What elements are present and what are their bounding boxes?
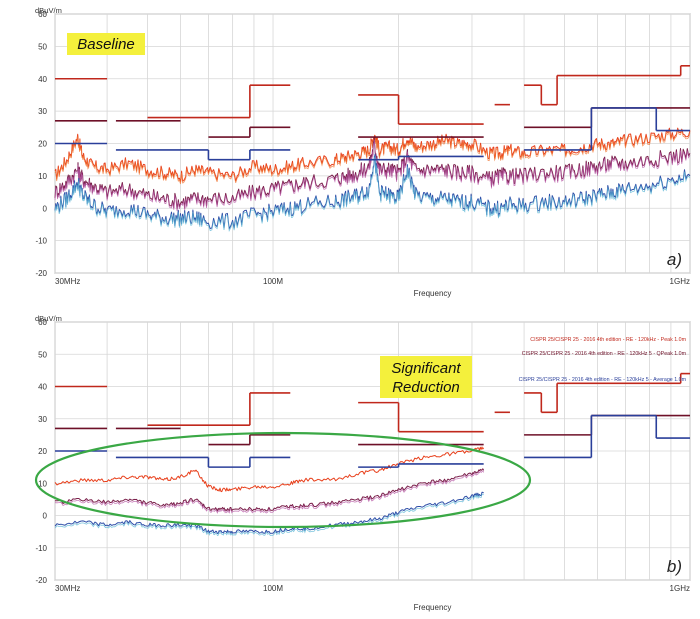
x-tick-label: 30MHz [55, 584, 80, 593]
y-tick-label: 0 [43, 204, 48, 213]
chart-panel-baseline: -20 -10 0 10 20 30 40 50 60 30MHz 100M 1GHz dBµV/m Fr… [35, 6, 691, 298]
y-tick-label: 20 [38, 447, 47, 456]
limit-line-limit_peak [55, 372, 690, 433]
x-tick-label: 1GHz [670, 277, 690, 286]
panel-label: b) [667, 557, 682, 576]
y-tick-label: 30 [38, 107, 47, 116]
y-tick-label: 60 [38, 10, 47, 19]
y-tick-label: 10 [38, 479, 47, 488]
series-peak [54, 446, 485, 493]
legend-entry: CISPR 25/CISPR 25 - 2016 4th edition - R… [519, 377, 687, 383]
y-tick-label: -20 [35, 269, 47, 278]
series-average [54, 153, 691, 230]
y-tick-label: 50 [38, 350, 47, 359]
limit-line-limit_peak [55, 65, 690, 125]
y-tick-label: 50 [38, 42, 47, 51]
x-tick-label: 100M [263, 584, 283, 593]
limit-line-limit_avg [55, 414, 690, 468]
series-average-companion [54, 156, 691, 233]
annotation-label: Significant [391, 360, 461, 377]
limit-line-limit_avg [55, 107, 690, 161]
y-tick-label: 30 [38, 415, 47, 424]
series-peak-companion [54, 128, 691, 185]
x-tick-label: 100M [263, 277, 283, 286]
y-axis-label: dBµV/m [35, 6, 62, 15]
series-qpeak [54, 468, 485, 512]
y-tick-label: 60 [38, 318, 47, 327]
highlight-ellipse [34, 431, 532, 529]
y-tick-label: 20 [38, 140, 47, 149]
annotation-highlight [67, 33, 145, 55]
panel-label: a) [667, 250, 682, 269]
x-axis-label: Frequency [414, 289, 452, 298]
y-tick-label: -20 [35, 576, 47, 585]
series-average [54, 491, 484, 534]
y-tick-label: -10 [35, 544, 47, 553]
x-tick-label: 1GHz [670, 584, 690, 593]
annotation-label: Baseline [77, 36, 135, 53]
y-tick-label: 10 [38, 172, 47, 181]
y-tick-label: 0 [43, 512, 48, 521]
series-average-companion [54, 493, 484, 536]
y-axis-label: dBµV/m [35, 314, 62, 323]
annotation-label: Reduction [392, 379, 460, 396]
series-qpeak-companion [54, 139, 691, 212]
x-axis-label: Frequency [414, 603, 452, 612]
series-qpeak-companion [54, 470, 485, 514]
legend-entry: CISPR 25/CISPR 25 - 2016 4th edition - R… [530, 337, 686, 343]
y-tick-label: 40 [38, 75, 47, 84]
annotation-highlight [380, 356, 472, 398]
y-tick-label: 40 [38, 383, 47, 392]
chart-panel-reduction: -20 -10 0 10 20 30 40 50 60 30MHz 100M 1GHz dBµV/m Fr… [34, 314, 691, 612]
x-tick-label: 30MHz [55, 277, 80, 286]
legend-entry: CISPR 25/CISPR 25 - 2016 4th edition - R… [522, 351, 687, 357]
y-tick-label: -10 [35, 237, 47, 246]
